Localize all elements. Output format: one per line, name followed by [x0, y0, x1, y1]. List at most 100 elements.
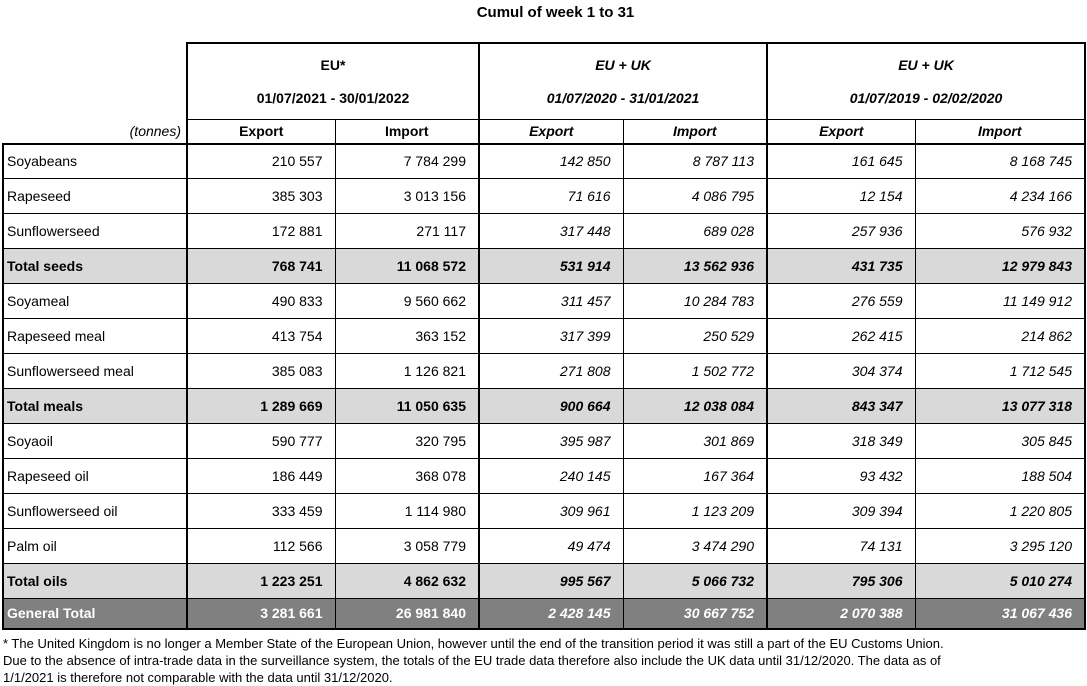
- cell-euuk2019-import: 8 168 745: [914, 142, 1086, 179]
- row-label: Soyameal: [2, 283, 188, 319]
- cell-euuk2020-import: 1 123 209: [622, 493, 768, 529]
- header-euuk2019-export: Export: [766, 119, 916, 145]
- cell-euuk2019-export: 257 936: [766, 213, 916, 249]
- cell-euuk2020-import: 13 562 936: [622, 248, 768, 284]
- header-eu-export: Export: [186, 119, 336, 145]
- subheader-row: Export Import Export Import Export Impor…: [3, 119, 1086, 145]
- table-header: (tonnes) EU* 01/07/2021 - 30/01/2022 EU …: [3, 42, 1086, 145]
- cell-euuk2020-import: 689 028: [622, 213, 768, 249]
- footnote-line: * The United Kingdom is no longer a Memb…: [3, 635, 944, 651]
- cell-eu-import: 368 078: [334, 458, 480, 494]
- header-euuk2019-import: Import: [914, 119, 1086, 145]
- table-row: Sunflowerseed meal 385 083 1 126 821 271…: [2, 353, 1086, 389]
- row-label: Total meals: [2, 388, 188, 424]
- table-row: Rapeseed oil 186 449 368 078 240 145 167…: [2, 458, 1086, 494]
- cell-euuk2020-import: 10 284 783: [622, 283, 768, 319]
- cell-euuk2020-export: 900 664: [478, 388, 624, 424]
- cell-euuk2020-import: 3 474 290: [622, 528, 768, 564]
- row-label: Soyabeans: [2, 142, 188, 179]
- cell-euuk2019-import: 11 149 912: [914, 283, 1086, 319]
- cell-euuk2019-import: 305 845: [914, 423, 1086, 459]
- cell-euuk2020-import: 8 787 113: [622, 142, 768, 179]
- cell-euuk2019-import: 31 067 436: [914, 598, 1086, 630]
- row-label: General Total: [2, 598, 188, 630]
- cell-euuk2020-export: 395 987: [478, 423, 624, 459]
- cell-euuk2020-export: 271 808: [478, 353, 624, 389]
- table-row: Total seeds 768 741 11 068 572 531 914 1…: [2, 248, 1086, 284]
- cell-euuk2020-import: 12 038 084: [622, 388, 768, 424]
- footnote-line: Due to the absence of intra-trade data i…: [3, 652, 941, 668]
- group-period-eu: 01/07/2021 - 30/01/2022: [256, 90, 410, 106]
- footnote: * The United Kingdom is no longer a Memb…: [3, 635, 1087, 686]
- cell-eu-export: 172 881: [186, 213, 336, 249]
- cell-euuk2019-import: 576 932: [914, 213, 1086, 249]
- cell-euuk2019-import: 4 234 166: [914, 178, 1086, 214]
- cell-euuk2020-import: 1 502 772: [622, 353, 768, 389]
- row-label: Sunflowerseed oil: [2, 493, 188, 529]
- cell-euuk2020-export: 311 457: [478, 283, 624, 319]
- cell-euuk2020-export: 71 616: [478, 178, 624, 214]
- cell-eu-import: 271 117: [334, 213, 480, 249]
- cell-euuk2019-export: 318 349: [766, 423, 916, 459]
- cell-euuk2020-export: 317 399: [478, 318, 624, 354]
- cell-euuk2019-import: 13 077 318: [914, 388, 1086, 424]
- cell-eu-export: 1 289 669: [186, 388, 336, 424]
- group-name-euuk-2019: EU + UK: [898, 57, 954, 73]
- group-name-eu: EU*: [320, 57, 346, 73]
- header-euuk2020-export: Export: [478, 119, 624, 145]
- cell-euuk2020-export: 49 474: [478, 528, 624, 564]
- column-group-eu: EU* 01/07/2021 - 30/01/2022: [186, 42, 480, 120]
- row-label: Total oils: [2, 563, 188, 599]
- cell-eu-import: 3 013 156: [334, 178, 480, 214]
- table-row: Sunflowerseed 172 881 271 117 317 448 68…: [2, 213, 1086, 249]
- cell-eu-export: 413 754: [186, 318, 336, 354]
- row-label: Sunflowerseed: [2, 213, 188, 249]
- cell-euuk2020-import: 250 529: [622, 318, 768, 354]
- row-label: Total seeds: [2, 248, 188, 284]
- cell-euuk2020-export: 309 961: [478, 493, 624, 529]
- cell-eu-import: 9 560 662: [334, 283, 480, 319]
- table-row: Palm oil 112 566 3 058 779 49 474 3 474 …: [2, 528, 1086, 564]
- cell-euuk2020-import: 301 869: [622, 423, 768, 459]
- cell-euuk2019-export: 93 432: [766, 458, 916, 494]
- column-group-euuk-2019: EU + UK 01/07/2019 - 02/02/2020: [766, 42, 1086, 120]
- row-label: Rapeseed meal: [2, 318, 188, 354]
- footnote-line: 1/1/2021 is therefore not comparable wit…: [3, 669, 393, 685]
- cell-eu-import: 320 795: [334, 423, 480, 459]
- cell-euuk2019-export: 2 070 388: [766, 598, 916, 630]
- cell-eu-export: 590 777: [186, 423, 336, 459]
- row-label: Soyaoil: [2, 423, 188, 459]
- cell-euuk2019-import: 214 862: [914, 318, 1086, 354]
- table-row: General Total 3 281 661 26 981 840 2 428…: [2, 598, 1086, 630]
- cell-euuk2019-import: 1 220 805: [914, 493, 1086, 529]
- cell-eu-import: 1 114 980: [334, 493, 480, 529]
- table-row: Sunflowerseed oil 333 459 1 114 980 309 …: [2, 493, 1086, 529]
- cell-euuk2020-import: 4 086 795: [622, 178, 768, 214]
- row-label: Rapeseed: [2, 178, 188, 214]
- table-row: Rapeseed meal 413 754 363 152 317 399 25…: [2, 318, 1086, 354]
- cell-eu-import: 4 862 632: [334, 563, 480, 599]
- cell-euuk2020-export: 142 850: [478, 142, 624, 179]
- table-body: Soyabeans 210 557 7 784 299 142 850 8 78…: [2, 142, 1086, 630]
- header-euuk2020-import: Import: [622, 119, 768, 145]
- cell-euuk2020-import: 30 667 752: [622, 598, 768, 630]
- table-row: Soyameal 490 833 9 560 662 311 457 10 28…: [2, 283, 1086, 319]
- cell-euuk2020-import: 5 066 732: [622, 563, 768, 599]
- cell-eu-import: 26 981 840: [334, 598, 480, 630]
- cell-euuk2019-export: 276 559: [766, 283, 916, 319]
- table-row: Soyaoil 590 777 320 795 395 987 301 869 …: [2, 423, 1086, 459]
- cell-eu-export: 490 833: [186, 283, 336, 319]
- row-label: Palm oil: [2, 528, 188, 564]
- cell-euuk2019-import: 188 504: [914, 458, 1086, 494]
- cell-euuk2020-export: 2 428 145: [478, 598, 624, 630]
- table-row: Rapeseed 385 303 3 013 156 71 616 4 086 …: [2, 178, 1086, 214]
- cell-euuk2019-export: 304 374: [766, 353, 916, 389]
- cell-eu-export: 1 223 251: [186, 563, 336, 599]
- group-header-row: (tonnes) EU* 01/07/2021 - 30/01/2022 EU …: [3, 42, 1086, 144]
- cell-euuk2019-import: 1 712 545: [914, 353, 1086, 389]
- cell-euuk2019-export: 74 131: [766, 528, 916, 564]
- cell-euuk2019-export: 431 735: [766, 248, 916, 284]
- cell-euuk2020-import: 167 364: [622, 458, 768, 494]
- group-period-euuk-2019: 01/07/2019 - 02/02/2020: [849, 90, 1003, 106]
- cell-euuk2020-export: 240 145: [478, 458, 624, 494]
